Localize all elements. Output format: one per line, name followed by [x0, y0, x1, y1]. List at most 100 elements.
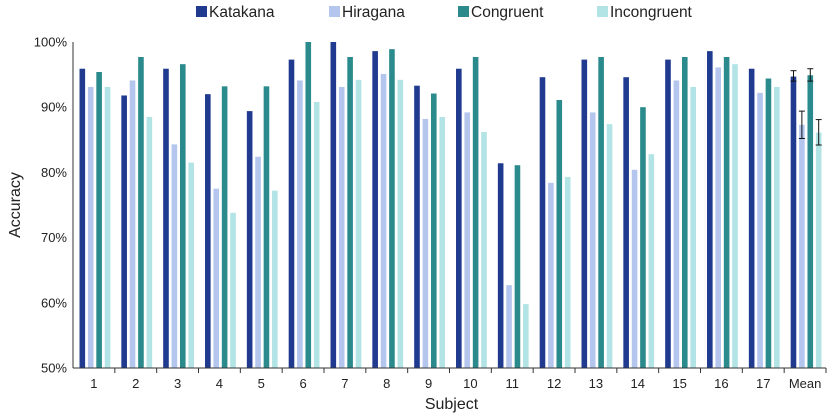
legend-swatch-hiragana	[329, 6, 340, 17]
legend-swatch-incongruent	[597, 6, 608, 17]
bar-hiragana-mean	[799, 124, 805, 368]
x-tick-label: 17	[756, 376, 770, 391]
y-tick-label: 60%	[41, 295, 67, 310]
bar-hiragana-6	[297, 80, 303, 368]
bar-incongruent-10	[481, 131, 487, 368]
bar-katakana-16	[707, 51, 713, 369]
bar-incongruent-6	[313, 101, 320, 368]
bar-incongruent-1	[104, 86, 111, 368]
bar-katakana-11	[497, 163, 504, 368]
bar-hiragana-7	[338, 86, 345, 368]
bar-katakana-4	[205, 94, 211, 368]
bar-hiragana-4	[213, 188, 220, 368]
bar-hiragana-14	[631, 169, 638, 368]
bar-katakana-3	[163, 68, 169, 369]
legend-label-katakana: Katakana	[209, 4, 275, 21]
x-tick-label: 11	[506, 376, 520, 391]
bar-congruent-9	[430, 93, 437, 369]
x-tick-label: 13	[589, 376, 603, 391]
bar-congruent-15	[681, 56, 688, 368]
bar-incongruent-9	[439, 116, 445, 368]
bar-katakana-13	[581, 59, 588, 368]
bar-katakana-9	[414, 85, 420, 369]
bar-congruent-8	[389, 49, 395, 369]
bar-congruent-3	[179, 64, 186, 368]
bar-congruent-14	[640, 107, 646, 368]
bar-incongruent-12	[564, 176, 571, 368]
x-tick-label: 14	[631, 376, 645, 391]
bar-incongruent-2	[146, 116, 153, 368]
x-tick-label: 9	[425, 376, 432, 391]
bar-incongruent-13	[606, 124, 613, 368]
bar-incongruent-4	[230, 212, 236, 368]
bar-incongruent-11	[523, 304, 529, 368]
bar-hiragana-1	[87, 86, 94, 368]
bar-congruent-10	[472, 56, 479, 368]
bar-incongruent-14	[648, 154, 655, 368]
bar-incongruent-17	[774, 86, 780, 368]
x-tick-label: 4	[216, 376, 223, 391]
bar-katakana-6	[288, 59, 295, 368]
x-tick-label: 12	[547, 376, 561, 391]
bar-katakana-17	[748, 68, 755, 369]
bar-congruent-17	[765, 78, 772, 369]
y-tick-label: 70%	[41, 230, 67, 245]
x-tick-label: 2	[132, 376, 139, 391]
legend-label-incongruent: Incongruent	[610, 4, 693, 21]
bar-hiragana-2	[129, 80, 136, 368]
x-tick-label: 10	[463, 376, 477, 391]
bar-incongruent-mean	[815, 132, 822, 368]
bar-katakana-mean	[790, 76, 797, 368]
bar-hiragana-3	[171, 144, 178, 368]
x-tick-label: 7	[341, 376, 348, 391]
bar-katakana-12	[539, 77, 546, 368]
bar-katakana-14	[623, 77, 629, 368]
x-axis-title: Subject	[425, 396, 479, 413]
bar-hiragana-8	[380, 73, 387, 368]
x-tick-label: 16	[714, 376, 728, 391]
bar-katakana-10	[456, 68, 462, 369]
bar-incongruent-8	[397, 79, 404, 368]
bar-hiragana-10	[464, 112, 471, 368]
y-axis-title: Accuracy	[7, 172, 24, 238]
bar-katakana-5	[246, 111, 253, 368]
bar-congruent-11	[514, 165, 521, 368]
bar-katakana-15	[665, 59, 671, 368]
legend-label-hiragana: Hiragana	[342, 4, 405, 21]
bar-katakana-7	[330, 42, 337, 368]
bar-congruent-7	[347, 56, 353, 368]
x-tick-label: Mean	[789, 376, 822, 391]
bar-incongruent-15	[690, 86, 696, 368]
x-tick-label: 8	[383, 376, 390, 391]
bar-congruent-6	[305, 42, 312, 368]
y-tick-label: 100%	[34, 35, 68, 50]
bar-incongruent-7	[355, 79, 362, 368]
bar-hiragana-11	[506, 285, 512, 368]
x-tick-label: 5	[258, 376, 265, 391]
x-tick-label: 3	[174, 376, 181, 391]
legend-label-congruent: Congruent	[471, 4, 544, 21]
x-tick-label: 6	[299, 376, 306, 391]
x-tick-label: 15	[672, 376, 686, 391]
bar-congruent-13	[598, 56, 604, 368]
y-tick-label: 80%	[41, 165, 67, 180]
legend-swatch-congruent	[458, 6, 469, 17]
bar-congruent-4	[221, 86, 228, 368]
bar-congruent-12	[556, 100, 563, 368]
bar-incongruent-3	[188, 162, 194, 368]
bar-katakana-2	[121, 95, 127, 369]
bar-katakana-1	[79, 68, 86, 369]
bar-incongruent-5	[272, 190, 278, 368]
x-tick-label: 1	[90, 376, 97, 391]
bar-hiragana-16	[715, 67, 722, 368]
bar-hiragana-9	[422, 118, 429, 368]
bar-hiragana-13	[589, 112, 596, 368]
bar-congruent-1	[96, 71, 102, 368]
bar-hiragana-12	[548, 182, 554, 368]
bar-hiragana-15	[673, 80, 680, 368]
y-tick-label: 90%	[41, 100, 67, 115]
bar-hiragana-5	[255, 156, 261, 368]
bar-congruent-16	[723, 56, 730, 368]
